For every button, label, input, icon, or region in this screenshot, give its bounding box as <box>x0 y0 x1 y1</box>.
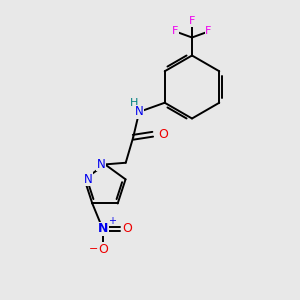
Text: N: N <box>135 105 144 118</box>
Text: N: N <box>98 223 108 236</box>
Text: F: F <box>172 26 179 37</box>
Text: O: O <box>159 128 169 141</box>
Text: +: + <box>108 216 116 226</box>
Text: O: O <box>122 223 132 236</box>
Text: N: N <box>97 158 106 171</box>
Text: −: − <box>89 244 98 254</box>
Text: F: F <box>205 26 212 37</box>
Text: F: F <box>189 16 195 26</box>
Text: H: H <box>130 98 138 108</box>
Text: O: O <box>98 243 108 256</box>
Text: N: N <box>84 173 92 186</box>
